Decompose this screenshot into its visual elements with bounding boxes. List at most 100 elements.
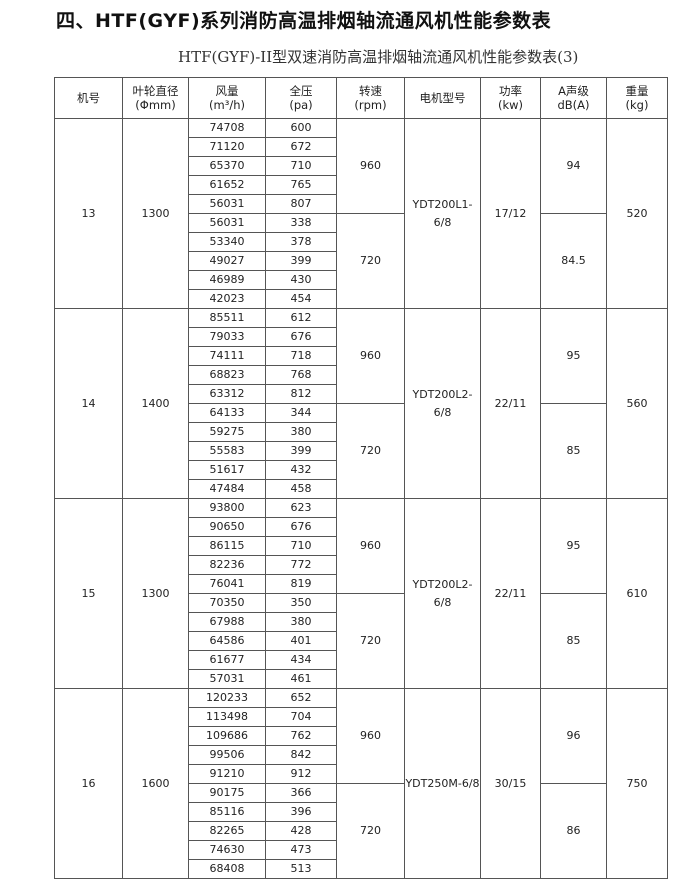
- table-row: 68408 513: [55, 859, 668, 879]
- column-header-unit: (Φmm): [135, 98, 176, 112]
- pressure-cell: 710: [265, 536, 337, 556]
- airflow-cell: 85511: [188, 308, 266, 328]
- airflow-cell: 61677: [188, 650, 266, 670]
- pressure-cell: 765: [265, 175, 337, 195]
- noise-level-cell: 96: [540, 688, 607, 784]
- pressure-cell: 432: [265, 460, 337, 480]
- column-header: 全压 (pa): [265, 77, 337, 119]
- column-header-unit: (m³/h): [209, 98, 245, 112]
- pressure-cell: 710: [265, 156, 337, 176]
- column-header: 风量 (m³/h): [188, 77, 266, 119]
- airflow-cell: 64133: [188, 403, 266, 423]
- pressure-cell: 473: [265, 840, 337, 860]
- airflow-cell: 113498: [188, 707, 266, 727]
- pressure-cell: 623: [265, 498, 337, 518]
- table-row: 16 1600 120233 652 960 YDT250M-6/8 30/15 96 750: [54, 688, 668, 879]
- column-header-unit: dB(A): [557, 98, 590, 112]
- model-cell: 15: [54, 498, 123, 689]
- speed-cell: 720: [336, 213, 405, 309]
- airflow-cell: 74708: [188, 118, 266, 138]
- airflow-cell: 82265: [188, 821, 266, 841]
- airflow-cell: 51617: [188, 460, 266, 480]
- pressure-cell: 672: [265, 137, 337, 157]
- motor-model-cell: YDT200L2-6/8: [404, 308, 481, 499]
- airflow-cell: 71120: [188, 137, 266, 157]
- page-title: 四、HTF(GYF)系列消防高温排烟轴流通风机性能参数表: [56, 10, 552, 32]
- model-cell: 13: [54, 118, 123, 309]
- airflow-cell: 82236: [188, 555, 266, 575]
- pressure-cell: 513: [265, 859, 337, 879]
- table-row: 79033 676: [55, 327, 668, 347]
- motor-model-cell: YDT200L1-6/8: [404, 118, 481, 309]
- pressure-cell: 772: [265, 555, 337, 575]
- pressure-cell: 762: [265, 726, 337, 746]
- column-header-label: 功率: [499, 84, 522, 98]
- column-header: 重量 (kg): [606, 77, 668, 119]
- column-header: 电机型号: [404, 77, 481, 119]
- column-header: 叶轮直径 (Φmm): [122, 77, 189, 119]
- column-header-unit: (kg): [625, 98, 649, 112]
- weight-cell: 560: [606, 308, 668, 499]
- airflow-cell: 68408: [188, 859, 266, 879]
- column-header-label: 风量: [215, 84, 239, 98]
- weight-cell: 520: [606, 118, 668, 309]
- pressure-cell: 428: [265, 821, 337, 841]
- pressure-cell: 812: [265, 384, 337, 404]
- speed-cell: 960: [336, 308, 405, 404]
- pressure-cell: 807: [265, 194, 337, 214]
- airflow-cell: 56031: [188, 213, 266, 233]
- table-row: 68823 768: [55, 365, 668, 385]
- performance-table: 机号 叶轮直径 (Φmm) 风量 (m³/h) 全压 (pa) 转速 (rpm) 电机型号 功率 (k…: [54, 77, 668, 879]
- column-header-unit: (rpm): [354, 98, 387, 112]
- airflow-cell: 74630: [188, 840, 266, 860]
- power-cell: 22/11: [480, 498, 541, 689]
- pressure-cell: 396: [265, 802, 337, 822]
- airflow-cell: 99506: [188, 745, 266, 765]
- table-row: 61677 434: [55, 650, 668, 670]
- impeller-diameter-cell: 1400: [122, 308, 189, 499]
- airflow-cell: 55583: [188, 441, 266, 461]
- table-row: 49027 399: [55, 251, 668, 271]
- pressure-cell: 768: [265, 365, 337, 385]
- pressure-cell: 338: [265, 213, 337, 233]
- pressure-cell: 718: [265, 346, 337, 366]
- impeller-diameter-cell: 1300: [122, 118, 189, 309]
- noise-level-cell: 95: [540, 498, 607, 594]
- airflow-cell: 93800: [188, 498, 266, 518]
- airflow-cell: 63312: [188, 384, 266, 404]
- table-row: 47484 458: [55, 479, 668, 499]
- table-row: 13 1300 74708 600 960 YDT200L1-6/8 17/12 94 520: [54, 118, 668, 309]
- noise-level-cell: 85: [540, 403, 607, 499]
- pressure-cell: 612: [265, 308, 337, 328]
- airflow-cell: 56031: [188, 194, 266, 214]
- airflow-cell: 90650: [188, 517, 266, 537]
- pressure-cell: 399: [265, 441, 337, 461]
- noise-level-cell: 85: [540, 593, 607, 689]
- airflow-cell: 67988: [188, 612, 266, 632]
- pressure-cell: 819: [265, 574, 337, 594]
- table-row: 70350 350 720 85: [55, 593, 668, 689]
- airflow-cell: 91210: [188, 764, 266, 784]
- table-row: 85116 396: [55, 802, 668, 822]
- header-row: 机号 叶轮直径 (Φmm) 风量 (m³/h) 全压 (pa) 转速 (rpm) 电机型号 功率 (k…: [54, 77, 668, 119]
- pressure-cell: 380: [265, 612, 337, 632]
- table-row: 55583 399: [55, 441, 668, 461]
- column-header-unit: (kw): [497, 98, 524, 112]
- table-row: 14 1400 85511 612 960 YDT200L2-6/8 22/11 95 560: [54, 308, 668, 499]
- table-row: 90175 366 720 86: [55, 783, 668, 879]
- pressure-cell: 366: [265, 783, 337, 803]
- pressure-cell: 434: [265, 650, 337, 670]
- table-row: 59275 380: [55, 422, 668, 442]
- airflow-cell: 53340: [188, 232, 266, 252]
- airflow-cell: 64586: [188, 631, 266, 651]
- airflow-cell: 85116: [188, 802, 266, 822]
- power-cell: 17/12: [480, 118, 541, 309]
- pressure-cell: 676: [265, 517, 337, 537]
- table-row: 109686 762: [55, 726, 668, 746]
- airflow-cell: 68823: [188, 365, 266, 385]
- motor-model-cell: YDT250M-6/8: [404, 688, 481, 879]
- table-row: 91210 912: [55, 764, 668, 784]
- impeller-diameter-cell: 1300: [122, 498, 189, 689]
- column-header-label: 全压: [289, 84, 313, 98]
- airflow-cell: 76041: [188, 574, 266, 594]
